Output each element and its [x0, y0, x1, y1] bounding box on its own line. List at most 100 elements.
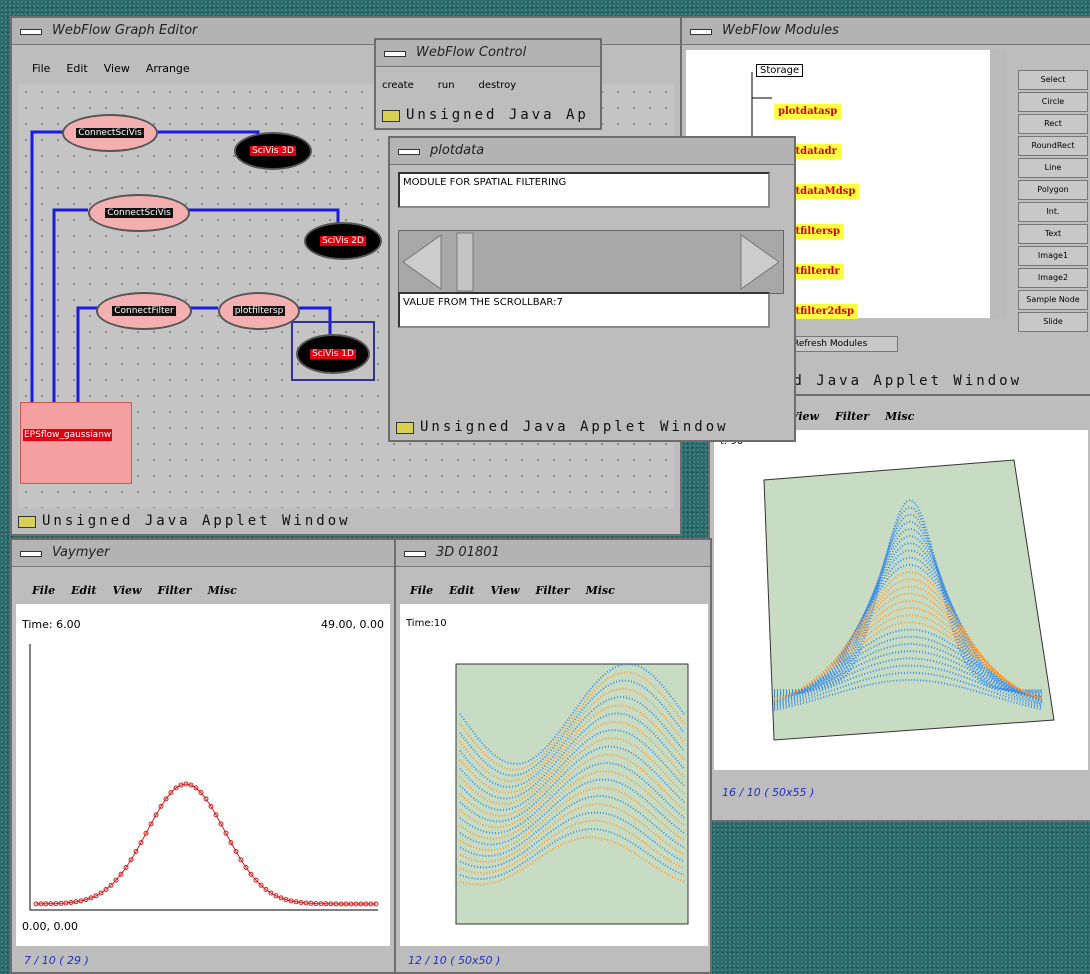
plot-dot [168, 790, 174, 796]
plot-dot [223, 830, 229, 836]
surface-row [773, 556, 1043, 699]
control-window: WebFlow Control create run destroy Unsigne… [374, 38, 602, 130]
plot-dot [133, 849, 139, 854]
time-label: Time:10 [406, 618, 447, 629]
title-bar[interactable]: 3D 01801 [396, 540, 710, 567]
surface-row [459, 745, 685, 823]
tool-button[interactable]: Polygon [1018, 180, 1088, 200]
menu-item[interactable]: File [410, 584, 434, 597]
plot-dot [163, 796, 169, 802]
surface-row [773, 606, 1043, 702]
tool-button[interactable]: Text [1018, 224, 1088, 244]
title-bar[interactable]: WebFlow Control [376, 40, 600, 67]
plot-dot [103, 887, 109, 892]
node[interactable]: ConnectSciVis [62, 114, 158, 152]
plot-area: t: 90 [714, 430, 1088, 770]
title-bar[interactable]: Vaymyer [12, 540, 394, 567]
plot-dot [258, 882, 264, 888]
tool-button[interactable]: Rect [1018, 114, 1088, 134]
surface-row [459, 662, 685, 766]
menu-item[interactable]: File [32, 584, 56, 597]
refresh-button[interactable]: Refresh Modules [762, 336, 899, 352]
plot-dot [283, 897, 289, 903]
surface-row [459, 819, 685, 875]
slider[interactable] [398, 230, 784, 294]
surface-row [773, 614, 1043, 702]
plot-area: Time: 6.00 49.00, 0.00 0.00, 0.00 [16, 604, 390, 946]
surface-row [773, 628, 1043, 703]
plot-dot [233, 849, 239, 854]
plot-dot [243, 865, 249, 870]
menu-item[interactable]: Edit [449, 584, 475, 597]
tool-button[interactable]: Int. [1018, 202, 1088, 222]
radio-option[interactable]: run [437, 80, 455, 91]
surface-row [459, 753, 685, 829]
menu-item[interactable]: View [490, 584, 520, 597]
surface-row [773, 671, 1043, 710]
plot-dot [93, 893, 99, 899]
status: 12 / 10 ( 50x50 ) [408, 954, 501, 967]
status: 16 / 10 ( 50x55 ) [722, 786, 815, 799]
tree-root[interactable]: Storage [756, 64, 804, 77]
surface-row [459, 671, 685, 771]
surface-row [773, 657, 1043, 707]
plot-dot [208, 803, 214, 809]
tool-button[interactable]: RoundRect [1018, 136, 1088, 156]
tool-button[interactable]: Sample Node [1018, 290, 1088, 310]
title-bar[interactable]: WebFlow Graph Editor [12, 18, 680, 45]
surface-row [459, 728, 685, 812]
title-bar[interactable]: plotdata [390, 138, 794, 165]
menu-item[interactable]: Arrange [145, 62, 190, 75]
surface-row [773, 635, 1043, 704]
radio-option[interactable]: create [382, 80, 414, 91]
node[interactable]: SciVis 2D [304, 222, 382, 260]
menu-item[interactable]: Misc [207, 584, 237, 597]
module-item[interactable]: plotdatasp [774, 104, 842, 119]
node[interactable]: SciVis 3D [234, 132, 312, 170]
plot-dot [158, 803, 164, 809]
surface-row [459, 720, 685, 806]
box [455, 663, 689, 925]
node[interactable]: ConnectFilter [96, 292, 192, 330]
plot-dot [278, 895, 284, 901]
menu-item[interactable]: Edit [71, 584, 97, 597]
surface-row [459, 794, 685, 858]
line-plot [29, 644, 379, 911]
scrollbar[interactable] [990, 50, 1006, 318]
node[interactable]: ConnectSciVis [88, 194, 190, 232]
node[interactable]: plotfiltersp [218, 292, 300, 330]
plot-dot [263, 887, 269, 892]
node[interactable]: SciVis 1D [296, 334, 370, 374]
title-bar[interactable]: WebFlow Modules [682, 18, 1090, 45]
tool-button[interactable]: Slide [1018, 312, 1088, 332]
tool-button[interactable]: Circle [1018, 92, 1088, 112]
text-area[interactable]: MODULE FOR SPATIAL FILTERING [398, 172, 770, 208]
menu-item[interactable]: View [112, 584, 142, 597]
menu-item[interactable]: Filter [535, 584, 570, 597]
surface-row [459, 761, 685, 835]
text-area[interactable]: VALUE FROM THE SCROLLBAR:7 [398, 292, 770, 328]
tool-button[interactable]: Image1 [1018, 246, 1088, 266]
tool-button[interactable]: Image2 [1018, 268, 1088, 288]
surface-row [773, 664, 1043, 708]
viewer-2d-window: 3D 01801 File Edit View Filter Misc Time:10 … [394, 538, 712, 974]
menu-item[interactable]: Filter [835, 410, 870, 423]
menu-item[interactable]: Filter [157, 584, 192, 597]
tool-button[interactable]: Select [1018, 70, 1088, 90]
plot-dot [218, 821, 224, 827]
tool-button[interactable]: Line [1018, 158, 1088, 178]
surface-row [459, 786, 685, 852]
menu-item[interactable]: View [790, 410, 819, 423]
plot-dot [108, 882, 114, 888]
surface-plot [455, 662, 689, 925]
menu-item[interactable]: Misc [885, 410, 915, 423]
plot-dot [88, 895, 94, 901]
menu-item[interactable]: Misc [585, 584, 615, 597]
menu-item[interactable]: File [32, 62, 51, 75]
menu-item[interactable]: View [103, 62, 130, 75]
plot-dot [148, 821, 154, 827]
source-node[interactable]: EPSflow_gaussianw [20, 402, 132, 484]
menu-item[interactable]: Edit [66, 62, 88, 75]
radio-option[interactable]: destroy [478, 80, 517, 91]
